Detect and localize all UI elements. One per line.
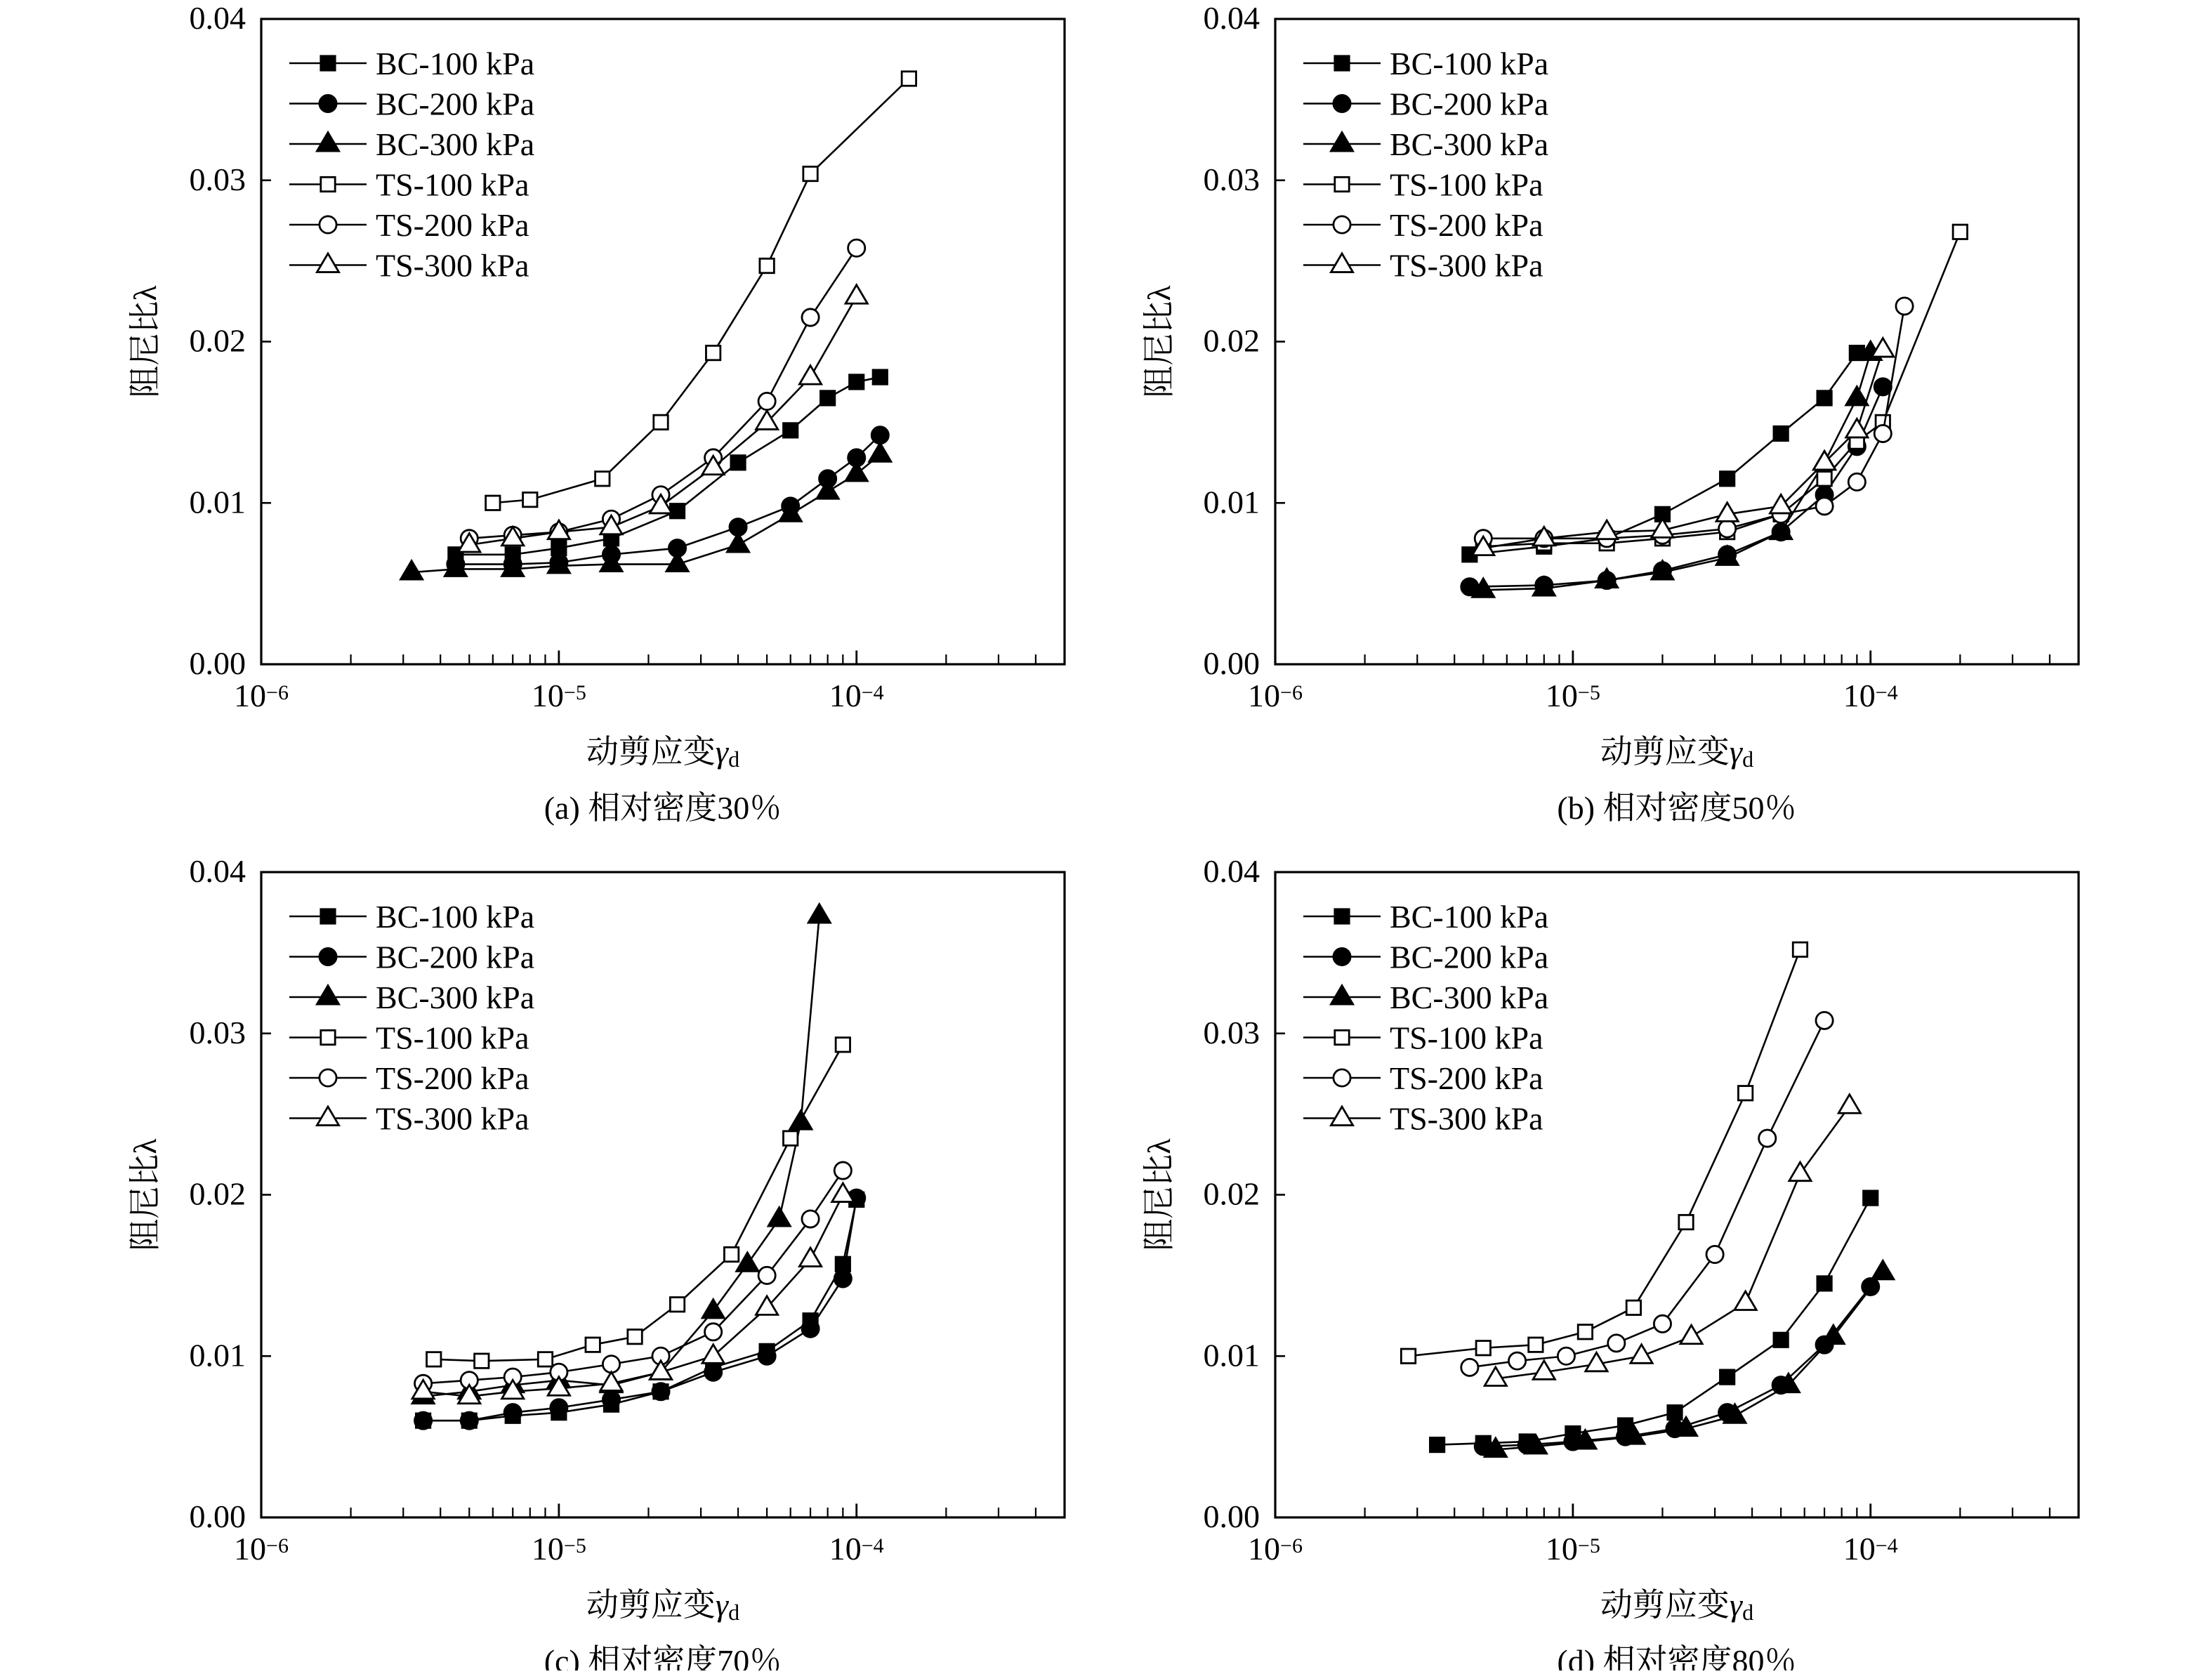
svg-text:BC-200 kPa: BC-200 kPa [376,86,534,122]
svg-text:0.03: 0.03 [1204,162,1260,197]
svg-text:0.03: 0.03 [190,162,246,197]
svg-text:TS-200 kPa: TS-200 kPa [376,1060,529,1096]
svg-text:0.01: 0.01 [190,1337,246,1373]
svg-text:0.04: 0.04 [1204,853,1260,889]
svg-text:TS-100 kPa: TS-100 kPa [1390,1020,1543,1056]
svg-text:TS-300 kPa: TS-300 kPa [1390,1101,1543,1137]
svg-text:TS-100 kPa: TS-100 kPa [376,167,529,203]
svg-text:TS-200 kPa: TS-200 kPa [1390,207,1543,243]
svg-text:BC-300 kPa: BC-300 kPa [1390,980,1548,1015]
svg-text:TS-300 kPa: TS-300 kPa [376,248,529,284]
svg-text:0.00: 0.00 [190,1498,246,1534]
svg-text:0.02: 0.02 [1204,323,1260,359]
svg-text:BC-100 kPa: BC-100 kPa [1390,46,1548,81]
svg-text:0.04: 0.04 [1204,0,1260,36]
svg-text:TS-100 kPa: TS-100 kPa [376,1020,529,1056]
svg-text:阻尼比λ: 阻尼比λ [127,1138,163,1251]
svg-text:BC-300 kPa: BC-300 kPa [1390,126,1548,162]
svg-text:阻尼比λ: 阻尼比λ [127,285,163,398]
svg-text:0.03: 0.03 [190,1015,246,1050]
svg-text:0.02: 0.02 [190,1176,246,1212]
svg-text:BC-100 kPa: BC-100 kPa [376,46,534,81]
svg-text:0.04: 0.04 [190,853,246,889]
svg-text:0.03: 0.03 [1204,1015,1260,1050]
svg-text:BC-100 kPa: BC-100 kPa [376,899,534,935]
svg-text:0.01: 0.01 [1204,1337,1260,1373]
svg-text:(b) 相对密度50％: (b) 相对密度50％ [1557,790,1796,826]
svg-text:TS-300 kPa: TS-300 kPa [376,1101,529,1137]
svg-text:0.00: 0.00 [1204,645,1260,681]
svg-text:0.00: 0.00 [190,645,246,681]
svg-text:TS-200 kPa: TS-200 kPa [376,207,529,243]
svg-text:阻尼比λ: 阻尼比λ [1141,1138,1177,1251]
svg-text:BC-200 kPa: BC-200 kPa [376,940,534,975]
svg-text:0.01: 0.01 [1204,484,1260,520]
svg-text:0.02: 0.02 [190,323,246,359]
svg-text:0.02: 0.02 [1204,1176,1260,1212]
svg-text:(d) 相对密度80％: (d) 相对密度80％ [1557,1643,1796,1670]
svg-text:0.00: 0.00 [1204,1498,1260,1534]
svg-text:TS-300 kPa: TS-300 kPa [1390,248,1543,284]
svg-text:(a) 相对密度30％: (a) 相对密度30％ [544,790,782,826]
svg-text:BC-100 kPa: BC-100 kPa [1390,899,1548,935]
svg-text:TS-100 kPa: TS-100 kPa [1390,167,1543,203]
svg-text:BC-200 kPa: BC-200 kPa [1390,86,1548,122]
svg-text:动剪应变γd: 动剪应变γd [1600,734,1753,772]
svg-text:(c) 相对密度70％: (c) 相对密度70％ [544,1643,782,1670]
svg-text:动剪应变γd: 动剪应变γd [1600,1587,1753,1625]
svg-text:动剪应变γd: 动剪应变γd [586,1587,739,1625]
svg-text:阻尼比λ: 阻尼比λ [1141,285,1177,398]
svg-text:BC-300 kPa: BC-300 kPa [376,980,534,1015]
svg-text:0.01: 0.01 [190,484,246,520]
svg-text:0.04: 0.04 [190,0,246,36]
svg-text:TS-200 kPa: TS-200 kPa [1390,1060,1543,1096]
svg-text:BC-200 kPa: BC-200 kPa [1390,940,1548,975]
svg-text:BC-300 kPa: BC-300 kPa [376,126,534,162]
svg-text:动剪应变γd: 动剪应变γd [586,734,739,772]
